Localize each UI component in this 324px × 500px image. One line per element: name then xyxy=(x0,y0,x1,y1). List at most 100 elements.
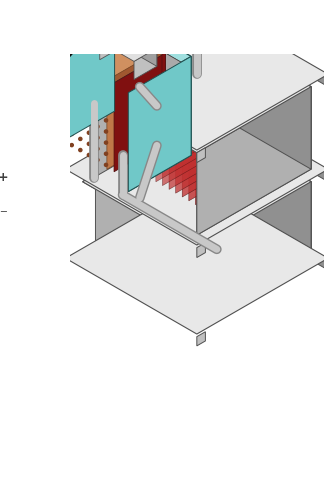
Polygon shape xyxy=(65,0,324,150)
Polygon shape xyxy=(197,96,324,182)
Circle shape xyxy=(79,82,82,85)
Polygon shape xyxy=(197,21,311,169)
Circle shape xyxy=(104,141,108,144)
Circle shape xyxy=(79,115,82,118)
Circle shape xyxy=(87,154,90,156)
Polygon shape xyxy=(134,48,157,80)
Polygon shape xyxy=(110,146,198,250)
Circle shape xyxy=(96,92,99,94)
Polygon shape xyxy=(83,116,311,248)
Polygon shape xyxy=(169,86,258,190)
Circle shape xyxy=(79,138,82,140)
Polygon shape xyxy=(197,182,311,330)
Polygon shape xyxy=(114,36,157,62)
Circle shape xyxy=(104,86,108,88)
Polygon shape xyxy=(195,101,284,204)
Polygon shape xyxy=(114,53,182,92)
Polygon shape xyxy=(52,12,115,147)
Polygon shape xyxy=(131,63,182,182)
Circle shape xyxy=(87,142,90,146)
Polygon shape xyxy=(110,52,198,155)
Polygon shape xyxy=(128,56,191,192)
Polygon shape xyxy=(197,148,205,162)
Polygon shape xyxy=(149,74,238,178)
Circle shape xyxy=(104,119,108,122)
Polygon shape xyxy=(162,176,251,281)
Polygon shape xyxy=(143,166,231,269)
Polygon shape xyxy=(197,196,285,300)
Circle shape xyxy=(70,66,73,69)
Polygon shape xyxy=(96,123,210,272)
Text: ─: ─ xyxy=(0,206,6,216)
Polygon shape xyxy=(83,21,311,152)
Polygon shape xyxy=(128,56,191,192)
Polygon shape xyxy=(111,10,191,156)
Circle shape xyxy=(87,131,90,134)
Polygon shape xyxy=(197,185,324,270)
Circle shape xyxy=(62,94,65,97)
Circle shape xyxy=(96,136,99,140)
Polygon shape xyxy=(17,130,68,252)
Polygon shape xyxy=(162,82,251,186)
Polygon shape xyxy=(197,182,311,330)
Polygon shape xyxy=(162,51,166,142)
Polygon shape xyxy=(176,184,264,288)
Circle shape xyxy=(62,105,65,108)
Polygon shape xyxy=(123,59,212,163)
Circle shape xyxy=(79,70,82,74)
Polygon shape xyxy=(65,182,324,334)
Polygon shape xyxy=(103,17,122,46)
Polygon shape xyxy=(197,86,311,235)
Polygon shape xyxy=(137,36,157,66)
Polygon shape xyxy=(189,97,277,201)
Polygon shape xyxy=(197,146,285,250)
Circle shape xyxy=(70,132,73,136)
Circle shape xyxy=(62,116,65,119)
Polygon shape xyxy=(55,20,161,80)
Polygon shape xyxy=(197,332,205,346)
Polygon shape xyxy=(83,21,311,152)
Polygon shape xyxy=(197,86,311,235)
Circle shape xyxy=(79,104,82,107)
Polygon shape xyxy=(182,188,271,292)
Polygon shape xyxy=(143,70,231,174)
Circle shape xyxy=(79,93,82,96)
Polygon shape xyxy=(176,90,264,193)
Circle shape xyxy=(62,128,65,130)
Circle shape xyxy=(104,164,108,166)
Polygon shape xyxy=(197,242,205,258)
Polygon shape xyxy=(96,28,210,176)
Polygon shape xyxy=(11,98,68,223)
Polygon shape xyxy=(182,93,271,197)
Circle shape xyxy=(104,152,108,156)
Polygon shape xyxy=(80,17,122,42)
Circle shape xyxy=(104,96,108,100)
Polygon shape xyxy=(169,180,258,284)
Polygon shape xyxy=(65,94,324,245)
Circle shape xyxy=(96,147,99,150)
Polygon shape xyxy=(136,162,225,266)
Polygon shape xyxy=(83,116,311,248)
Polygon shape xyxy=(197,116,311,264)
Polygon shape xyxy=(108,146,285,248)
Circle shape xyxy=(70,122,73,124)
Polygon shape xyxy=(166,53,182,152)
Text: +: + xyxy=(0,171,8,184)
Polygon shape xyxy=(107,49,161,170)
Polygon shape xyxy=(116,150,205,254)
Polygon shape xyxy=(0,98,68,160)
Circle shape xyxy=(70,110,73,114)
Polygon shape xyxy=(149,169,238,273)
Circle shape xyxy=(104,108,108,111)
Polygon shape xyxy=(108,50,285,152)
Polygon shape xyxy=(48,10,191,92)
Circle shape xyxy=(70,99,73,102)
Polygon shape xyxy=(197,50,285,154)
Polygon shape xyxy=(136,66,225,170)
Circle shape xyxy=(70,144,73,146)
Circle shape xyxy=(96,102,99,106)
Polygon shape xyxy=(130,158,218,262)
Circle shape xyxy=(62,83,65,86)
Circle shape xyxy=(96,114,99,117)
Circle shape xyxy=(96,80,99,84)
